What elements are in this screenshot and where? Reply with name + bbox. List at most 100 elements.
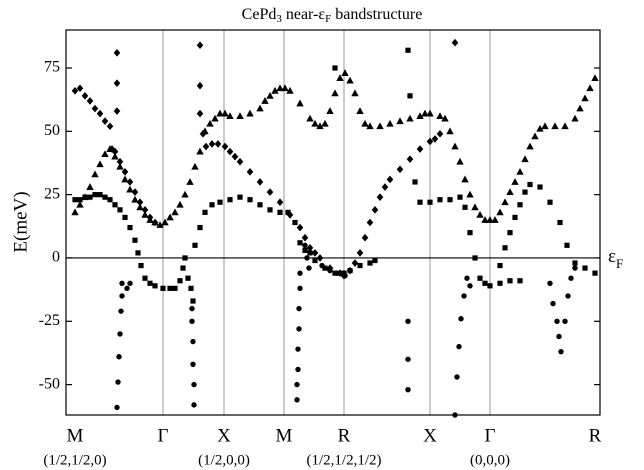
y-tick-label: -50 <box>39 375 60 392</box>
diamond-marker <box>151 218 159 227</box>
triangle-marker <box>246 109 254 117</box>
diamond-marker <box>116 157 124 166</box>
square-marker <box>487 283 493 289</box>
triangle-marker <box>361 119 369 127</box>
fermi-subscript: F <box>616 256 623 271</box>
square-marker <box>564 242 570 248</box>
circle-marker <box>117 331 123 337</box>
circle-marker <box>304 255 310 261</box>
square-marker <box>180 265 186 271</box>
x-point-coordinate: (1/2,0,0) <box>198 452 250 468</box>
square-marker <box>405 47 411 53</box>
x-point-coordinate: (1/2,1/2,0) <box>43 452 106 468</box>
circle-marker <box>295 366 301 373</box>
title-subscript: 3 <box>276 13 282 25</box>
square-marker <box>347 268 353 274</box>
diamond-marker <box>416 145 424 153</box>
circle-marker <box>550 300 556 307</box>
triangle-marker <box>96 160 104 168</box>
circle-marker <box>189 305 195 312</box>
circle-marker <box>464 275 470 281</box>
square-marker <box>209 202 215 208</box>
diamond-marker <box>306 244 314 252</box>
circle-marker <box>554 318 560 324</box>
square-marker <box>427 199 433 205</box>
square-marker <box>522 189 528 195</box>
diamond-marker <box>208 140 216 148</box>
diamond-marker <box>276 198 284 207</box>
square-marker <box>517 202 523 208</box>
circle-marker <box>114 404 120 411</box>
square-marker <box>152 283 158 289</box>
diamond-marker <box>386 175 394 184</box>
triangle-marker <box>446 127 454 135</box>
circle-marker <box>295 346 301 352</box>
triangle-marker <box>581 94 589 102</box>
square-marker <box>357 262 363 269</box>
triangle-marker <box>311 119 319 127</box>
diamond-marker <box>202 142 210 151</box>
diamond-marker <box>111 147 119 156</box>
triangle-marker <box>526 142 534 150</box>
x-point-coordinate: (0,0,0) <box>470 452 510 468</box>
triangle-marker <box>421 109 429 117</box>
diamond-marker <box>96 109 104 118</box>
square-marker <box>497 262 503 269</box>
triangle-marker <box>166 213 174 221</box>
diamond-marker <box>106 122 114 131</box>
circle-marker <box>294 397 300 403</box>
diamond-marker <box>296 223 304 232</box>
square-marker <box>482 280 488 286</box>
x-tick-label: R <box>589 425 602 446</box>
triangle-marker <box>456 157 464 165</box>
square-marker <box>557 219 563 226</box>
triangle-marker <box>486 216 494 223</box>
circle-marker <box>294 381 300 388</box>
circle-marker <box>124 285 130 292</box>
diamond-marker <box>256 178 264 186</box>
square-marker <box>297 240 303 246</box>
triangle-marker <box>476 211 484 218</box>
diamond-marker <box>196 109 204 118</box>
square-marker <box>87 194 93 200</box>
triangle-marker <box>131 195 139 203</box>
diamond-marker <box>196 41 204 49</box>
triangle-marker <box>336 74 344 82</box>
square-marker <box>582 265 588 271</box>
diamond-marker <box>113 48 121 57</box>
triangle-marker <box>511 178 519 185</box>
triangle-marker <box>551 122 559 130</box>
square-marker <box>127 224 133 231</box>
square-marker <box>312 257 318 264</box>
square-marker <box>82 194 88 200</box>
square-marker <box>227 197 233 203</box>
triangle-marker <box>281 84 289 92</box>
triangle-marker <box>286 86 294 94</box>
diamond-marker <box>316 254 324 262</box>
diamond-marker <box>426 137 434 146</box>
circle-marker <box>467 283 473 289</box>
diamond-marker <box>113 79 121 87</box>
triangle-marker <box>576 104 584 112</box>
circle-marker <box>405 318 411 324</box>
circle-marker <box>191 402 197 408</box>
square-marker <box>117 207 123 213</box>
square-marker <box>517 278 523 284</box>
y-tick-label: -25 <box>39 312 60 329</box>
diamond-marker <box>131 188 139 196</box>
square-marker <box>537 184 543 190</box>
triangle-marker <box>76 200 84 208</box>
square-marker <box>467 230 473 236</box>
triangle-marker <box>326 107 334 114</box>
square-marker <box>285 209 291 215</box>
square-marker <box>102 194 108 200</box>
square-marker <box>107 197 113 203</box>
triangle-marker <box>501 198 509 206</box>
x-tick-label: X <box>217 425 231 446</box>
square-marker <box>217 199 223 205</box>
diamond-marker <box>141 206 149 214</box>
circle-marker <box>568 275 574 281</box>
triangle-marker <box>191 162 199 170</box>
triangle-marker <box>141 211 149 218</box>
triangle-marker <box>171 208 179 216</box>
